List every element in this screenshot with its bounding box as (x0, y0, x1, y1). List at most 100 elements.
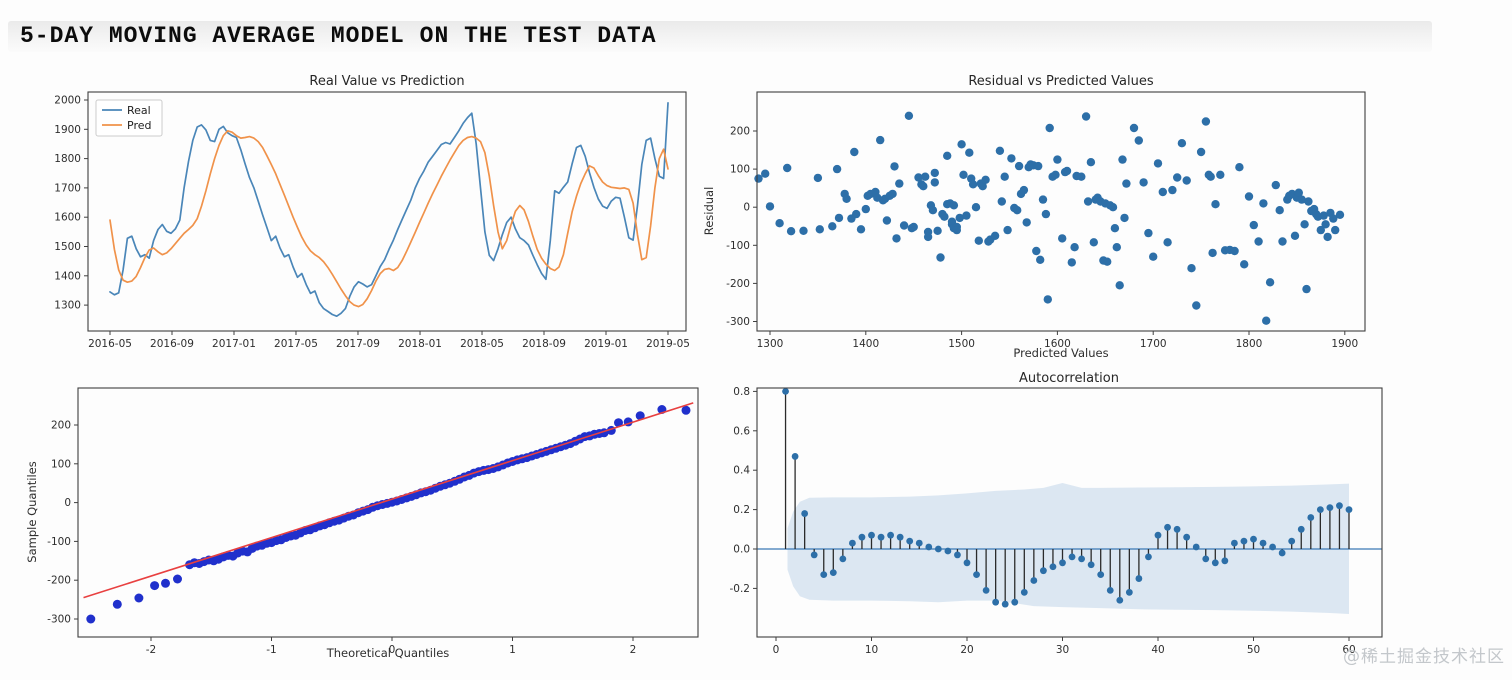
x-tick-label: 1900 (1331, 338, 1358, 350)
acf-point (1078, 555, 1085, 563)
scatter-point (976, 179, 985, 188)
scatter-point (917, 180, 926, 189)
qq-point (262, 538, 272, 548)
y-tick-label: 0.0 (733, 544, 750, 556)
qq-point (310, 523, 320, 533)
scatter-point (1144, 228, 1153, 238)
scatter-point (995, 146, 1005, 155)
scatter-point (832, 164, 842, 174)
qq-point (315, 521, 325, 531)
qq-point (464, 470, 474, 480)
acf-point (1154, 531, 1162, 539)
scatter-point (930, 178, 939, 187)
acf-point (868, 531, 875, 539)
qq-point (185, 560, 195, 570)
scatter-point (990, 231, 1000, 240)
scatter-point (921, 172, 930, 181)
scatter-point (947, 217, 957, 226)
scatter-point (1089, 238, 1099, 247)
y-tick-label: 100 (51, 458, 71, 470)
scatter-point (871, 187, 880, 197)
qq-point (204, 555, 214, 565)
qq-point (218, 552, 228, 562)
acf-point (1020, 588, 1028, 596)
qq-point (324, 518, 334, 528)
scatter-point (957, 140, 966, 149)
scatter-point (1287, 189, 1297, 199)
scatter-point (1139, 178, 1148, 187)
qq-point (348, 510, 358, 520)
x-tick-label: 1800 (1236, 338, 1263, 350)
acf-point (829, 569, 837, 577)
acf-point (839, 555, 847, 563)
qq-point (488, 464, 498, 473)
acf-point (1116, 596, 1124, 604)
scatter-point (895, 179, 904, 188)
scatter-point (852, 209, 861, 219)
y-tick-label: 0.2 (733, 504, 750, 516)
qq-point (242, 547, 252, 557)
qq-point (561, 440, 570, 450)
acf-point (915, 539, 923, 547)
scatter-point (873, 193, 882, 202)
y-tick-label: 1500 (54, 241, 81, 253)
legend-label-pred: Pred (127, 119, 151, 132)
scatter-point (888, 189, 897, 199)
qq-point (580, 432, 590, 442)
scatter-point (1086, 158, 1096, 167)
qq-point (565, 439, 575, 449)
scatter-point (1045, 123, 1054, 133)
scatter-point (1187, 264, 1196, 273)
qq-point (556, 442, 566, 452)
scatter-point (1043, 295, 1053, 304)
qq-point (527, 451, 537, 461)
y-axis-label: Sample Quantiles (25, 461, 39, 562)
scatter-point (1275, 206, 1284, 215)
scatter-point (1067, 258, 1077, 267)
scatter-point (1003, 225, 1012, 235)
scatter-point (1029, 161, 1038, 170)
acf-point (954, 551, 961, 559)
scatter-point (1331, 225, 1340, 235)
scatter-point (1201, 117, 1211, 126)
axes-box (756, 91, 1366, 332)
qq-point (233, 548, 243, 558)
scatter-point (945, 199, 955, 208)
scatter-point (971, 203, 981, 212)
scatter-point (940, 212, 949, 221)
acf-point (1106, 586, 1114, 594)
scatter-point (1038, 195, 1048, 204)
scatter-point (885, 191, 894, 200)
qq-point (267, 538, 276, 548)
scatter-point (1204, 170, 1214, 179)
scatter-point (1026, 160, 1035, 169)
scatter-point (1271, 180, 1281, 190)
series-line-real (109, 102, 669, 318)
y-tick-label: 200 (730, 126, 750, 138)
scatter-point (1096, 197, 1105, 206)
qq-point (334, 515, 344, 525)
scatter-point (1041, 209, 1051, 219)
acf-point (973, 571, 980, 579)
scatter-point (1249, 220, 1259, 230)
scatter-point (1108, 203, 1118, 212)
scatter-point (1292, 193, 1302, 202)
scatter-point (1081, 112, 1091, 121)
qq-point (426, 485, 436, 495)
qq-point (344, 511, 354, 521)
scatter-point (1173, 173, 1182, 182)
scatter-point (1103, 257, 1112, 266)
scatter-point (967, 174, 976, 183)
scatter-point (1177, 139, 1187, 148)
scatter-point (1070, 243, 1079, 252)
scatter-point (1259, 199, 1268, 208)
scatter-point (1297, 195, 1306, 204)
x-tick-label: 2 (630, 644, 637, 656)
acf-point (1259, 539, 1267, 547)
qq-point (161, 578, 170, 588)
qq-point (532, 450, 542, 459)
qq-point (291, 530, 301, 540)
scatter-point (1149, 252, 1158, 261)
